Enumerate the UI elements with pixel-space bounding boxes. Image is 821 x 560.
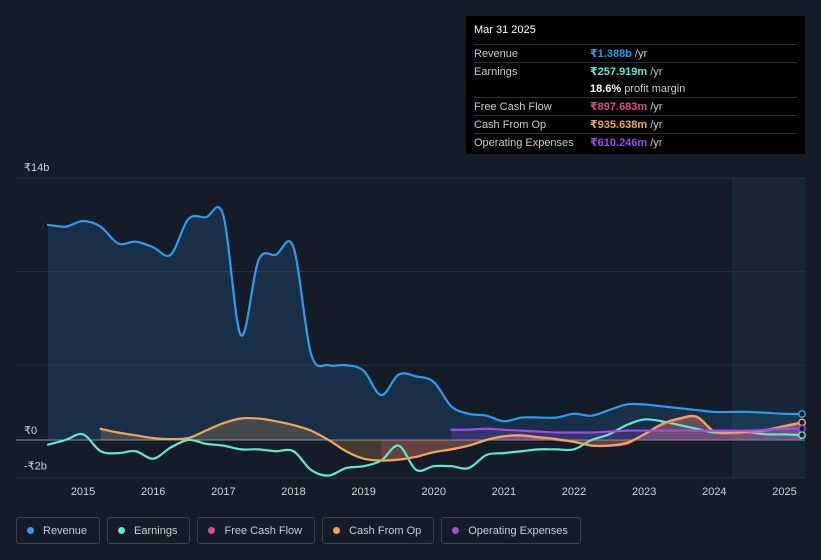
data-tooltip: Mar 31 2025 Revenue ₹1.388b/yr Earnings ₹25… — [466, 16, 805, 154]
x-tick-label: 2021 — [492, 486, 516, 498]
x-tick-label: 2015 — [71, 486, 95, 498]
series-end-markers — [798, 410, 806, 440]
tooltip-unit: /yr — [650, 100, 663, 113]
y-tick-label: -₹2b — [24, 460, 47, 472]
legend-dot-icon — [118, 527, 126, 534]
series-line-earnings — [46, 418, 804, 477]
series-line-operating-expenses — [450, 427, 804, 434]
tooltip-value: ₹610.246m — [590, 137, 648, 149]
tooltip-unit: /yr — [650, 118, 663, 131]
x-tick-label: 2023 — [632, 486, 656, 498]
series-lines — [46, 206, 804, 477]
x-tick-label: 2016 — [141, 486, 165, 498]
legend-label: Earnings — [134, 524, 178, 537]
series-fills — [48, 207, 802, 461]
tooltip-unit: /yr — [650, 65, 663, 78]
series-fill-revenue — [48, 207, 802, 440]
series-fill-cash-from-op — [100, 415, 802, 461]
series-end-marker-revenue — [798, 410, 806, 418]
legend-item-revenue[interactable]: Revenue — [16, 517, 101, 544]
x-tick-label: 2019 — [351, 486, 375, 498]
tooltip-label: Operating Expenses — [474, 136, 574, 149]
tooltip-label: Earnings — [474, 65, 518, 78]
series-line-revenue — [46, 206, 804, 423]
tooltip-row: Operating Expenses ₹610.246m/yr — [474, 133, 797, 151]
legend-dot-icon — [27, 527, 34, 534]
y-tick-label: ₹14b — [24, 162, 49, 174]
legend-dot-icon — [452, 527, 460, 534]
x-tick-label: 2020 — [422, 486, 446, 498]
legend-label: Operating Expenses — [468, 524, 568, 537]
tooltip-value: ₹1.388b — [590, 48, 632, 60]
legend-label: Free Cash Flow — [224, 524, 303, 537]
legend-label: Cash From Op — [349, 524, 422, 537]
tooltip-value: ₹257.919m — [590, 66, 648, 78]
x-tick-label: 2018 — [281, 486, 305, 498]
tooltip-label: Cash From Op — [474, 118, 547, 131]
tooltip-unit: /yr — [650, 136, 663, 149]
legend-item-earnings[interactable]: Earnings — [107, 517, 191, 544]
tooltip-value: ₹897.683m — [590, 101, 648, 113]
y-tick-label: ₹0 — [24, 425, 37, 437]
tooltip-label: Revenue — [474, 47, 519, 60]
legend-item-free-cash-flow[interactable]: Free Cash Flow — [197, 517, 316, 544]
tooltip-row: Free Cash Flow ₹897.683m/yr — [474, 97, 797, 115]
tooltip-row: Cash From Op ₹935.638m/yr — [474, 115, 797, 133]
legend-label: Revenue — [43, 524, 88, 537]
x-axis-labels: 2015 2016 2017 2018 2019 2020 2021 2022 2023 2024… — [71, 486, 797, 498]
gridlines — [16, 177, 805, 479]
x-tick-label: 2017 — [211, 486, 235, 498]
legend-dot-icon — [333, 527, 341, 534]
x-tick-label: 2024 — [702, 486, 726, 498]
tooltip-label: Free Cash Flow — [474, 100, 552, 113]
series-end-marker-earnings — [798, 431, 806, 440]
chart-legend: Revenue Earnings Free Cash Flow Cash From O… — [16, 517, 581, 544]
x-tick-label: 2022 — [562, 486, 586, 498]
series-end-marker-operating-expenses — [798, 424, 806, 433]
series-line-cash-from-op — [99, 414, 804, 462]
legend-dot-icon — [208, 527, 216, 534]
tooltip-row: 18.6% profit margin — [474, 80, 797, 97]
y-axis-labels: ₹14b ₹0 -₹2b — [24, 162, 49, 472]
tooltip-unit: profit margin — [624, 82, 686, 95]
tooltip-unit: /yr — [634, 47, 648, 60]
tooltip-row: Revenue ₹1.388b/yr — [474, 44, 797, 62]
legend-item-cash-from-op[interactable]: Cash From Op — [322, 517, 435, 544]
legend-item-operating-expenses[interactable]: Operating Expenses — [441, 517, 581, 544]
tooltip-date: Mar 31 2025 — [474, 24, 536, 36]
tooltip-value: ₹935.638m — [590, 119, 648, 131]
tooltip-value: 18.6% — [590, 82, 622, 95]
tooltip-row: Earnings ₹257.919m/yr — [474, 62, 797, 80]
x-tick-label: 2025 — [772, 486, 796, 498]
